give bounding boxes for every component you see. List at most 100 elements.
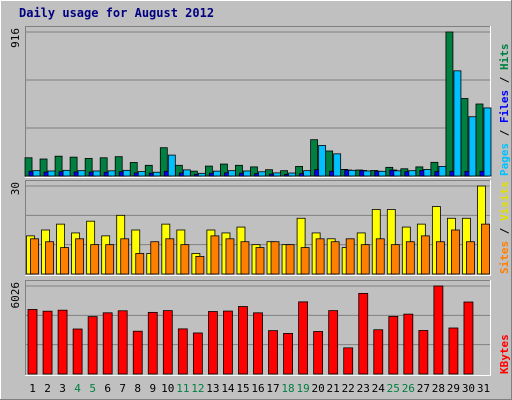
bar-sites-day-10 (165, 238, 175, 275)
bar-kbytes-day-23 (358, 292, 369, 375)
bar-sites-day-28 (435, 241, 445, 275)
bar-kbytes-day-26 (403, 313, 414, 375)
bar-sites-day-19 (300, 247, 310, 275)
bar-kbytes-day-7 (117, 310, 128, 375)
bar-sites-day-1 (30, 238, 39, 275)
legend-visits-sites: Sites / Visits (498, 181, 511, 274)
bar-kbytes-day-28 (433, 285, 444, 375)
bar-sites-day-15 (240, 241, 250, 275)
x-tick-day-11: 11 (176, 382, 189, 395)
bar-sites-day-13 (210, 235, 220, 275)
x-tick-day-3: 3 (59, 382, 66, 395)
bar-kbytes-day-30 (463, 301, 474, 375)
x-tick-day-16: 16 (251, 382, 264, 395)
bar-kbytes-day-4 (72, 328, 83, 375)
bar-pages-day-21 (333, 153, 342, 177)
bar-sites-day-21 (330, 241, 340, 275)
x-tick-day-7: 7 (119, 382, 126, 395)
x-tick-day-12: 12 (191, 382, 204, 395)
bar-pages-day-3 (62, 169, 71, 177)
bar-pages-day-25 (393, 170, 402, 177)
bar-pages-day-24 (378, 170, 387, 177)
bar-sites-day-29 (451, 229, 460, 275)
x-tick-day-5: 5 (89, 382, 96, 395)
bar-sites-day-16 (255, 247, 265, 275)
bar-kbytes-day-6 (102, 312, 113, 375)
legend-separator: / (498, 70, 511, 90)
legend-item-hits: Hits (498, 44, 511, 71)
bar-pages-day-7 (122, 169, 131, 177)
bar-hits-day-29 (445, 31, 454, 177)
bar-pages-day-1 (32, 170, 41, 177)
bar-hits-day-4 (69, 156, 78, 177)
bar-sites-day-3 (60, 247, 69, 275)
x-tick-day-20: 20 (312, 382, 325, 395)
x-tick-day-10: 10 (161, 382, 174, 395)
x-tick-day-14: 14 (221, 382, 235, 395)
bar-kbytes-day-29 (448, 327, 459, 375)
x-tick-day-18: 18 (281, 382, 294, 395)
panel-background (25, 26, 491, 178)
bar-kbytes-day-21 (328, 310, 339, 375)
bar-kbytes-day-14 (223, 310, 233, 375)
bar-kbytes-day-1 (27, 309, 38, 375)
bar-pages-day-10 (167, 154, 176, 177)
bar-hits-day-30 (460, 98, 469, 177)
bar-kbytes-day-24 (373, 329, 384, 375)
x-tick-day-31: 31 (477, 382, 490, 395)
legend-separator: / (498, 123, 511, 143)
bar-kbytes-day-25 (388, 316, 399, 375)
bar-hits-day-19 (295, 166, 304, 177)
bar-sites-day-17 (270, 241, 280, 275)
bar-kbytes-day-17 (268, 330, 278, 375)
bar-pages-day-30 (468, 116, 477, 177)
bar-pages-day-20 (318, 145, 327, 177)
x-tick-day-25: 25 (387, 382, 400, 395)
bar-hits-day-3 (54, 155, 63, 177)
bar-pages-day-26 (408, 170, 417, 177)
bar-kbytes-day-9 (147, 311, 158, 375)
legend-item-sites: Sites (498, 241, 511, 274)
x-tick-day-13: 13 (206, 382, 219, 395)
bar-sites-day-30 (466, 241, 475, 275)
y-max-label: 6026 (9, 282, 22, 309)
bar-hits-day-14 (220, 163, 228, 177)
bar-pages-day-9 (152, 171, 161, 177)
bar-pages-day-15 (243, 170, 251, 177)
x-tick-day-4: 4 (74, 382, 81, 395)
bar-pages-day-14 (228, 170, 236, 177)
x-tick-day-23: 23 (357, 382, 370, 395)
series-sites (30, 223, 490, 275)
bar-kbytes-day-22 (343, 347, 354, 375)
y-max-label: 30 (9, 182, 22, 195)
legend-item-files: Files (498, 90, 511, 123)
x-tick-day-9: 9 (149, 382, 156, 395)
bar-sites-day-25 (390, 244, 400, 275)
series-hits (24, 31, 484, 177)
x-tick-day-30: 30 (462, 382, 475, 395)
series-pages (32, 70, 492, 177)
bar-sites-day-23 (360, 244, 370, 275)
bar-sites-day-4 (75, 238, 85, 275)
bar-kbytes-day-12 (192, 332, 203, 375)
x-tick-day-26: 26 (402, 382, 415, 395)
bar-pages-day-27 (423, 168, 432, 177)
legend-hits-files-pages: Pages / Files / Hits (498, 44, 511, 177)
legend-kbytes: KBytes (498, 334, 511, 374)
bar-kbytes-day-11 (177, 328, 188, 375)
bar-pages-day-29 (453, 70, 462, 177)
x-tick-day-22: 22 (342, 382, 355, 395)
x-tick-day-17: 17 (266, 382, 279, 395)
x-tick-day-24: 24 (372, 382, 386, 395)
bar-pages-day-31 (483, 107, 492, 177)
bar-hits-day-8 (129, 162, 138, 177)
bar-sites-day-18 (285, 244, 295, 275)
bar-pages-day-28 (438, 166, 447, 177)
x-tick-day-27: 27 (417, 382, 430, 395)
bar-sites-day-5 (90, 244, 100, 275)
bar-hits-day-9 (144, 164, 153, 177)
bar-kbytes-day-5 (87, 316, 98, 375)
bar-sites-day-24 (375, 238, 385, 275)
legend-separator: / (498, 221, 511, 241)
